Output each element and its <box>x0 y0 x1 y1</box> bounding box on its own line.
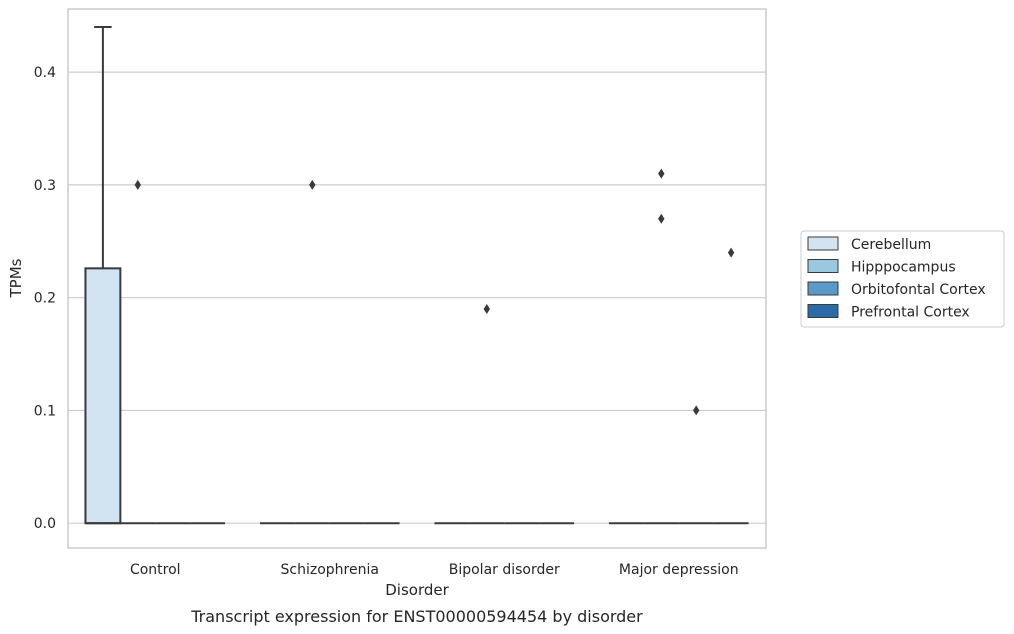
box-prefrontal-cortex <box>713 247 749 525</box>
x-tick-label: Schizophrenia <box>281 562 379 578</box>
outlier-point <box>483 303 490 314</box>
x-tick-label: Bipolar disorder <box>449 562 560 578</box>
legend-swatch <box>807 281 839 296</box>
x-tick-label: Major depression <box>619 562 739 578</box>
outlier-point <box>134 179 141 190</box>
box-series <box>84 26 749 525</box>
box-orbitofontal-cortex <box>678 405 714 525</box>
y-tick-label: 0.2 <box>34 291 56 307</box>
plot-frame <box>67 8 767 549</box>
outlier-point <box>658 168 665 179</box>
x-axis-title: Disorder <box>385 581 449 599</box>
legend-label: Prefrontal Cortex <box>851 305 970 321</box>
x-tick-label: Control <box>130 562 181 578</box>
outlier-point <box>658 213 665 224</box>
box-cerebellum <box>84 26 122 525</box>
legend-swatch <box>807 304 839 318</box>
box-hipppocampus <box>294 179 330 525</box>
y-tick-label: 0.4 <box>34 65 56 81</box>
x-tick-labels: Control Schizophrenia Bipolar disorder Majo… <box>130 562 739 578</box>
box-hipppocampus <box>120 179 156 525</box>
box-body <box>84 267 122 525</box>
legend-frame <box>800 230 1005 328</box>
legend-swatch <box>807 259 839 273</box>
y-tick-label: 0.0 <box>34 516 56 532</box>
legend: Cerebellum Hipppocampus Orbitofontal Corte… <box>800 230 1005 328</box>
outlier-point <box>309 179 316 190</box>
legend-swatch <box>807 236 839 251</box>
grid-lines <box>68 71 766 524</box>
legend-label: Hipppocampus <box>851 260 956 276</box>
legend-label: Orbitofontal Cortex <box>851 282 986 298</box>
y-tick-label: 0.3 <box>34 178 56 194</box>
box-hipppocampus <box>643 168 679 525</box>
y-tick-labels: 0.0 0.1 0.2 0.3 0.4 <box>34 65 56 532</box>
box-hipppocampus <box>469 303 505 525</box>
outlier-point <box>693 405 700 416</box>
chart-caption: Transcript expression for ENST0000059445… <box>190 607 643 626</box>
y-tick-label: 0.1 <box>34 403 56 419</box>
legend-label: Cerebellum <box>851 237 931 253</box>
outlier-point <box>727 247 735 258</box>
y-axis-title: TPMs <box>7 258 25 298</box>
